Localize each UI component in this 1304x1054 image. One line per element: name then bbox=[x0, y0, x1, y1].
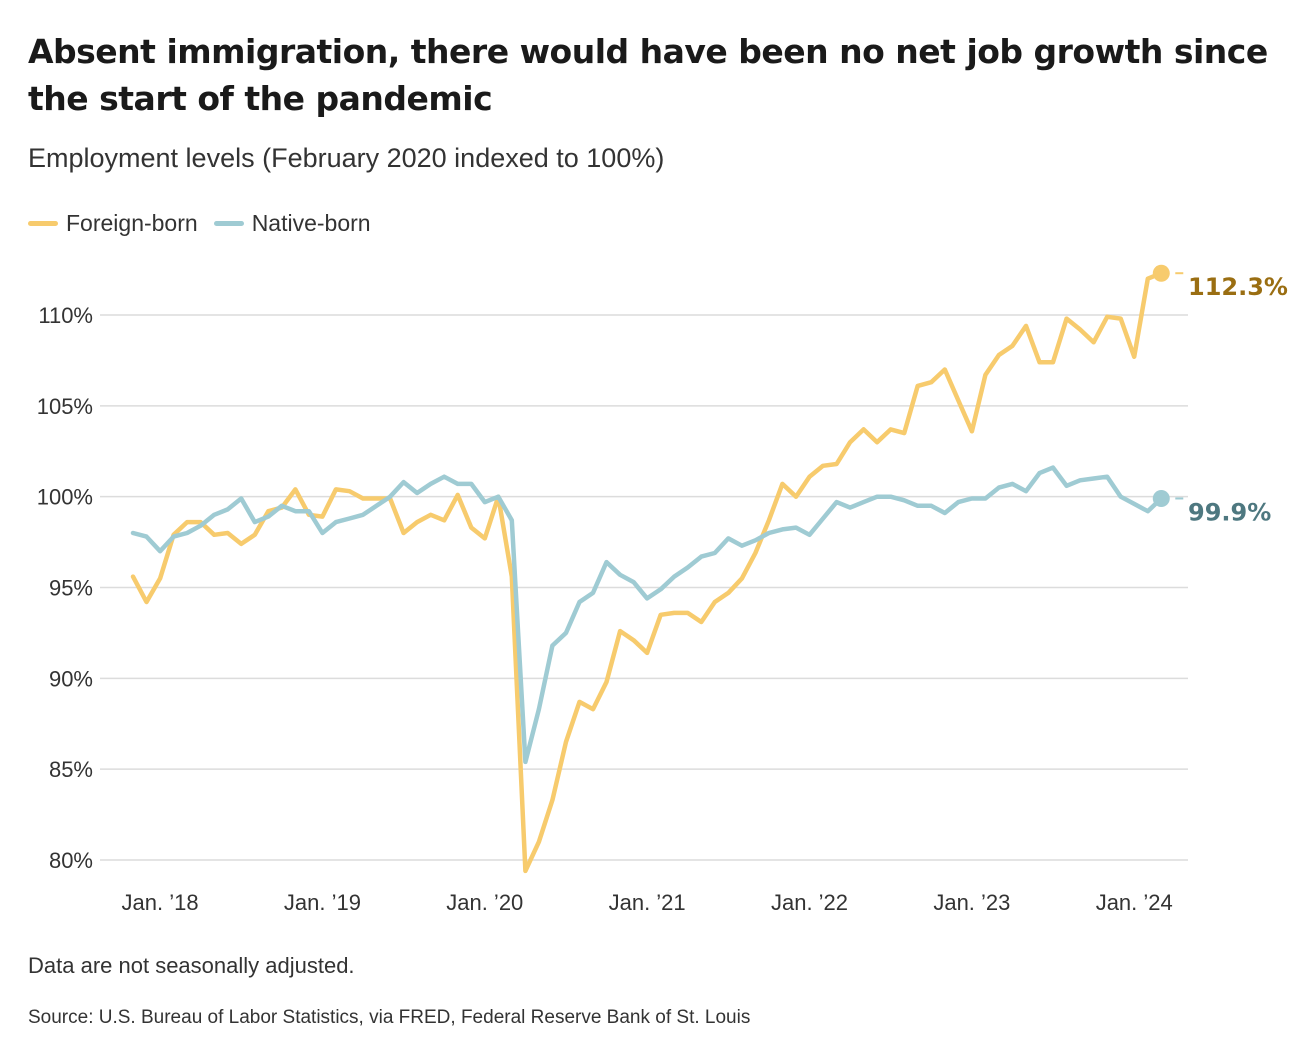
end-label-foreign-born: 112.3% bbox=[1188, 273, 1288, 301]
y-tick-label: 105% bbox=[37, 394, 93, 419]
chart-source: Source: U.S. Bureau of Labor Statistics,… bbox=[28, 1007, 751, 1028]
y-tick-label: 110% bbox=[38, 303, 93, 328]
x-tick-label: Jan. ’18 bbox=[122, 890, 199, 915]
series-line-foreign-born bbox=[130, 270, 1164, 874]
chart-subtitle: Employment levels (February 2020 indexed… bbox=[28, 143, 665, 173]
series-line-native-born bbox=[130, 465, 1164, 765]
end-point-foreign-born bbox=[1152, 264, 1170, 282]
x-tick-label: Jan. ’22 bbox=[771, 890, 848, 915]
legend-label: Native-born bbox=[251, 210, 371, 236]
x-tick-label: Jan. ’21 bbox=[609, 890, 686, 915]
x-tick-label: Jan. ’19 bbox=[284, 890, 361, 915]
y-tick-label: 90% bbox=[49, 666, 93, 691]
y-tick-label: 85% bbox=[49, 757, 93, 782]
y-tick-label: 95% bbox=[49, 576, 93, 601]
end-label-native-born: 99.9% bbox=[1188, 498, 1271, 526]
legend: Foreign-born Native-born bbox=[28, 210, 371, 237]
x-tick-label: Jan. ’20 bbox=[446, 890, 523, 915]
legend-item-foreign-born: Foreign-born bbox=[28, 210, 198, 237]
legend-swatch-native-born bbox=[213, 221, 244, 226]
y-tick-label: 80% bbox=[49, 848, 93, 873]
chart-title: Absent immigration, there would have bee… bbox=[28, 32, 1268, 118]
x-tick-label: Jan. ’24 bbox=[1096, 890, 1173, 915]
legend-label: Foreign-born bbox=[66, 210, 198, 236]
legend-swatch-foreign-born bbox=[28, 221, 58, 226]
x-tick-label: Jan. ’23 bbox=[933, 890, 1010, 915]
end-point-native-born bbox=[1152, 489, 1170, 507]
y-tick-label: 100% bbox=[37, 485, 93, 510]
legend-item-native-born: Native-born bbox=[213, 210, 371, 237]
chart-note: Data are not seasonally adjusted. bbox=[28, 953, 355, 978]
